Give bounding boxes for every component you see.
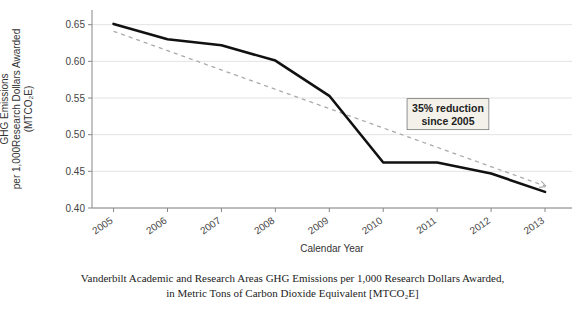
y-tick (88, 134, 92, 135)
y-axis-label: GHG Emissionsper 1,000Research Dollars A… (0, 29, 34, 189)
annotation-box (407, 99, 489, 130)
x-tick-label: 2009 (306, 214, 331, 236)
y-grid: 0.40 0.45 0.50 0.55 0.60 0.65 (66, 19, 572, 213)
annotation-text: 35% reductionsince 2005 (412, 102, 484, 127)
x-tick-label: 2012 (468, 214, 493, 236)
y-tick (88, 61, 92, 62)
x-tick-label: 2005 (90, 214, 115, 236)
x-tick-label: 2007 (198, 214, 223, 236)
x-tick (113, 208, 114, 212)
x-tick (221, 208, 222, 212)
trend-line (114, 31, 545, 186)
grid-line (92, 208, 572, 209)
grid-line (92, 134, 572, 135)
x-tick-label: 2013 (522, 214, 547, 236)
y-tick-label: 0.55 (66, 93, 86, 104)
x-ticks: 2005 2006 2007 2008 2009 2010 2011 2012 2013 (90, 208, 546, 236)
plot-area (114, 24, 545, 192)
x-tick-label: 2006 (144, 214, 169, 236)
y-tick-label: 0.60 (66, 56, 86, 67)
x-tick (545, 208, 546, 212)
y-tick-label: 0.50 (66, 129, 86, 140)
emissions-line (114, 24, 545, 192)
x-tick (329, 208, 330, 212)
y-axis-line (92, 10, 93, 208)
x-tick (167, 208, 168, 212)
x-tick-label: 2010 (360, 214, 385, 236)
x-tick (383, 208, 384, 212)
y-tick (88, 171, 92, 172)
y-tick-label: 0.65 (66, 19, 86, 30)
y-tick (88, 98, 92, 99)
x-axis-label: Calendar Year (300, 243, 364, 254)
x-tick (491, 208, 492, 212)
chart: 0.40 0.45 0.50 0.55 0.60 0.65 2005 2006 2007 2008… (0, 0, 585, 319)
y-tick (88, 208, 92, 209)
x-tick-label: 2011 (414, 214, 438, 236)
grid-line (92, 61, 572, 62)
y-tick-label: 0.40 (66, 203, 86, 214)
x-tick-label: 2008 (252, 214, 277, 236)
caption: Vanderbilt Academic and Research Areas G… (81, 272, 505, 284)
x-axis-line (92, 208, 572, 209)
x-tick (437, 208, 438, 212)
y-tick-label: 0.45 (66, 166, 86, 177)
caption: in Metric Tons of Carbon Dioxide Equival… (166, 287, 418, 299)
x-tick (275, 208, 276, 212)
y-tick (88, 24, 92, 25)
grid-line (92, 24, 572, 25)
annotation: 35% reductionsince 2005 (407, 99, 489, 130)
grid-line (92, 171, 572, 172)
